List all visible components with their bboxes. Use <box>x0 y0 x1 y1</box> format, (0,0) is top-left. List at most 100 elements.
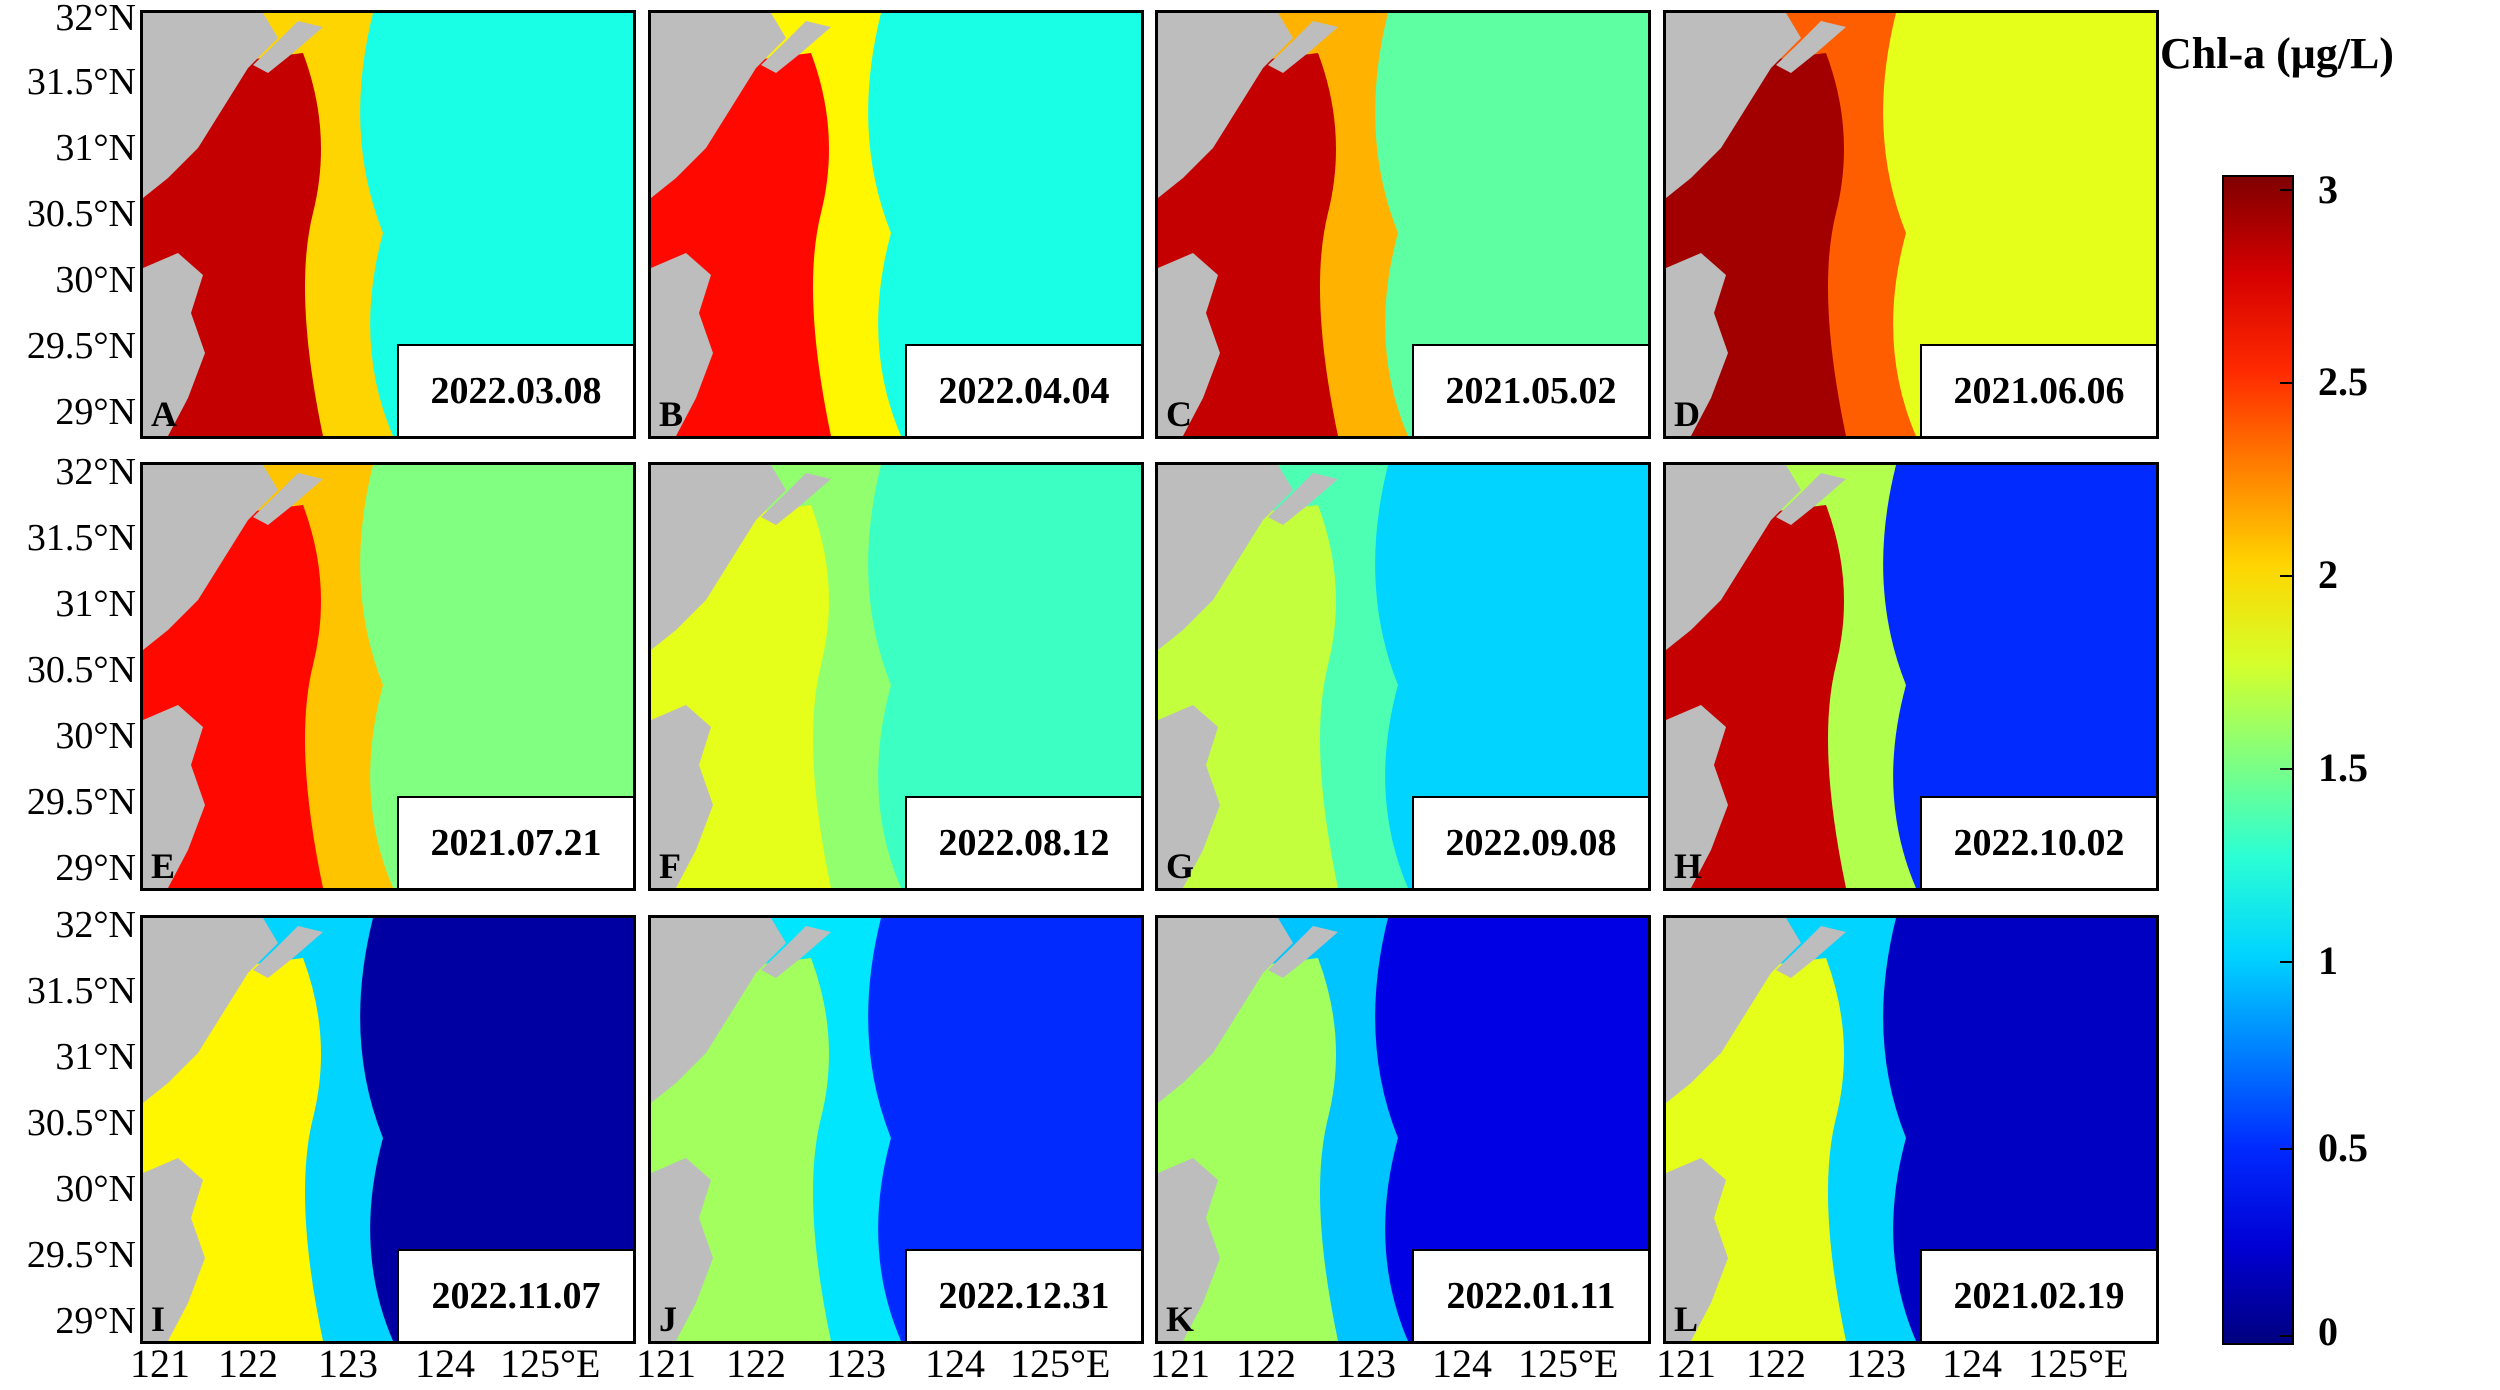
x-tick-label: 123 <box>826 1341 886 1386</box>
y-tick-label: 31.5°N <box>26 517 136 559</box>
land-mass <box>1666 1158 1728 1341</box>
colorbar <box>2222 175 2294 1345</box>
panel-date: 2021.06.06 <box>1920 344 2156 436</box>
x-tick-label: 125°E <box>1010 1341 1111 1386</box>
land-mass <box>1776 473 1846 525</box>
land-mass <box>143 253 205 436</box>
colorbar-tick-label: 2 <box>2318 552 2338 597</box>
colorbar-tick-label: 3 <box>2318 167 2338 212</box>
colorbar-tick-mark <box>2280 1335 2292 1337</box>
colorbar-tick-mark <box>2280 382 2292 384</box>
land-mass <box>1666 465 1801 650</box>
y-tick-label: 30°N <box>55 259 136 301</box>
land-mass <box>143 705 205 888</box>
land-mass <box>1158 918 1293 1103</box>
y-tick-label: 29°N <box>55 847 136 889</box>
x-tick-label: 125°E <box>500 1341 601 1386</box>
colorbar-tick-mark <box>2280 1148 2292 1150</box>
land-mass <box>253 21 323 73</box>
x-tick-label: 124 <box>1432 1341 1492 1386</box>
land-mass <box>1158 13 1293 198</box>
x-tick-label: 123 <box>1336 1341 1396 1386</box>
x-tick-label: 123 <box>1846 1341 1906 1386</box>
panel-letter: B <box>659 394 684 434</box>
x-tick-label: 124 <box>925 1341 985 1386</box>
y-tick-label: 30.5°N <box>26 193 136 235</box>
map-panel: J 2022.12.31 <box>648 915 1144 1344</box>
land-mass <box>1268 473 1338 525</box>
y-tick-label: 32°N <box>55 0 136 39</box>
y-tick-label: 29°N <box>55 1300 136 1342</box>
x-tick-label: 125°E <box>2028 1341 2129 1386</box>
y-tick-label: 30°N <box>55 715 136 757</box>
x-tick-label: 122 <box>1746 1341 1806 1386</box>
y-tick-label: 30°N <box>55 1168 136 1210</box>
colorbar-tick-mark <box>2280 961 2292 963</box>
y-tick-label: 31.5°N <box>26 61 136 103</box>
chl-a-map <box>1158 13 1648 436</box>
panel-letter: D <box>1674 394 1700 434</box>
panel-letter: A <box>151 394 177 434</box>
land-mass <box>143 918 278 1103</box>
land-mass <box>1268 926 1338 978</box>
panel-letter: L <box>1674 1299 1699 1339</box>
map-panel: C 2021.05.02 <box>1155 10 1651 439</box>
y-tick-label: 31.5°N <box>26 970 136 1012</box>
land-mass <box>143 13 278 198</box>
panel-date: 2021.05.02 <box>1412 344 1648 436</box>
land-mass <box>651 13 786 198</box>
panel-date: 2022.03.08 <box>397 344 633 436</box>
y-tick-label: 31°N <box>55 583 136 625</box>
x-tick-label: 124 <box>1942 1341 2002 1386</box>
land-mass <box>1776 21 1846 73</box>
panel-date: 2022.04.04 <box>905 344 1141 436</box>
colorbar-title: Chl-a (μg/L) <box>2160 29 2394 78</box>
land-mass <box>253 926 323 978</box>
x-tick-label: 122 <box>726 1341 786 1386</box>
y-tick-label: 32°N <box>55 451 136 493</box>
land-mass <box>1666 918 1801 1103</box>
map-panel: I 2022.11.07 <box>140 915 636 1344</box>
panel-letter: G <box>1166 846 1195 886</box>
panel-date: 2022.10.02 <box>1920 796 2156 888</box>
land-mass <box>651 1158 713 1341</box>
land-mass <box>1158 253 1220 436</box>
land-mass <box>761 926 831 978</box>
panel-letter: K <box>1166 1299 1195 1339</box>
land-mass <box>1666 253 1728 436</box>
colorbar-tick-label: 1 <box>2318 938 2338 983</box>
x-tick-label: 123 <box>318 1341 378 1386</box>
x-tick-label: 122 <box>218 1341 278 1386</box>
y-tick-label: 32°N <box>55 904 136 946</box>
map-panel: F 2022.08.12 <box>648 462 1144 891</box>
y-tick-label: 31°N <box>55 1036 136 1078</box>
land-mass <box>1158 705 1220 888</box>
panel-date: 2022.12.31 <box>905 1249 1141 1341</box>
land-mass <box>1776 926 1846 978</box>
x-tick-label: 121 <box>1150 1341 1210 1386</box>
chl-a-map <box>143 13 633 436</box>
panel-letter: J <box>659 1299 677 1339</box>
panel-date: 2022.09.08 <box>1412 796 1648 888</box>
panel-letter: I <box>151 1299 166 1339</box>
map-panel: E 2021.07.21 <box>140 462 636 891</box>
chl-a-map <box>1666 13 2156 436</box>
panel-letter: F <box>659 846 681 886</box>
colorbar-tick-mark <box>2280 768 2292 770</box>
land-mass <box>1158 1158 1220 1341</box>
x-tick-label: 121 <box>1656 1341 1716 1386</box>
panel-date: 2022.01.11 <box>1412 1249 1648 1341</box>
chl-a-map <box>1666 465 2156 888</box>
panel-letter: H <box>1674 846 1703 886</box>
map-panel: K 2022.01.11 <box>1155 915 1651 1344</box>
x-tick-label: 121 <box>636 1341 696 1386</box>
x-tick-label: 125°E <box>1518 1341 1619 1386</box>
y-tick-label: 30.5°N <box>26 1102 136 1144</box>
map-panel: G 2022.09.08 <box>1155 462 1651 891</box>
y-tick-label: 30.5°N <box>26 649 136 691</box>
x-tick-label: 122 <box>1236 1341 1296 1386</box>
land-mass <box>143 1158 205 1341</box>
panel-date: 2021.02.19 <box>1920 1249 2156 1341</box>
map-panel: D 2021.06.06 <box>1663 10 2159 439</box>
land-mass <box>143 465 278 650</box>
